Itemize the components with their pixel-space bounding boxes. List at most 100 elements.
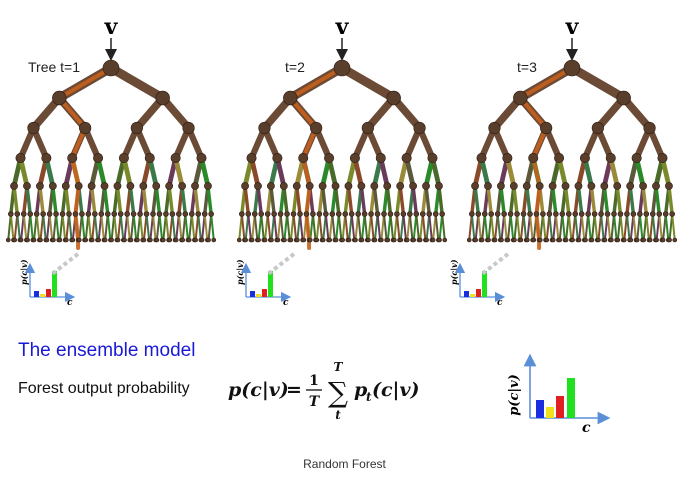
formula-sum-upper: T <box>334 360 344 374</box>
tree-node <box>176 211 182 217</box>
tree-node <box>628 237 634 243</box>
tree-edge <box>286 213 291 241</box>
tree-node <box>613 182 622 190</box>
tree-node <box>492 237 498 243</box>
tree-node <box>310 211 316 217</box>
tree-node <box>109 237 114 243</box>
tree-node <box>269 237 274 243</box>
tree-3-histogram: p(c|v) c <box>449 252 510 308</box>
tree-node <box>357 182 366 190</box>
tree-node <box>124 211 130 217</box>
tree-node <box>137 211 143 217</box>
tree-node <box>578 211 585 217</box>
tree-node <box>617 211 624 217</box>
tree-node <box>150 211 156 217</box>
tree-node <box>540 211 546 217</box>
tree-node <box>251 211 258 217</box>
tree-edge <box>658 213 663 241</box>
tree-node <box>407 211 413 217</box>
tree-node <box>148 237 153 243</box>
tree-node <box>419 211 426 217</box>
tree-node <box>602 237 608 243</box>
figure-caption: Random Forest <box>303 457 386 471</box>
tree-node <box>437 237 442 243</box>
tree-node <box>475 211 482 217</box>
tree-1-input: v <box>104 14 119 40</box>
tree-node <box>211 237 217 243</box>
tree-node <box>476 153 487 164</box>
tree-edge <box>167 184 175 216</box>
decision-path <box>518 66 574 250</box>
tree-node <box>173 237 179 243</box>
tree-edge <box>593 213 599 241</box>
tree-node <box>546 211 553 217</box>
tree-edge <box>625 213 631 241</box>
tree-node <box>647 237 653 243</box>
tree-node <box>430 237 436 243</box>
leaf-to-histogram-arrow <box>266 252 296 276</box>
tree-node <box>41 153 52 164</box>
tree-node <box>411 237 417 243</box>
ensemble-formula: p(c|v) = 1 T T ∑ t p t (c|v) <box>228 360 420 422</box>
formula-sum-symbol: ∑ <box>328 376 348 409</box>
tree-node <box>196 153 207 164</box>
tree-node <box>310 121 323 135</box>
tree-node <box>117 211 124 217</box>
small-hist-bar-green <box>482 271 487 297</box>
tree-node <box>615 237 621 243</box>
tree-1-hist-ylabel: p(c|v) <box>19 259 29 285</box>
tree-node <box>554 153 565 164</box>
tree-3-label: t=3 <box>517 59 537 75</box>
tree-edge <box>424 184 431 216</box>
tree-edge <box>177 213 183 241</box>
tree-1-histogram: p(c|v) c <box>19 252 80 308</box>
tree-node <box>361 121 374 135</box>
tree-node <box>409 182 417 190</box>
tree-edge <box>667 184 674 216</box>
tree-edge <box>128 184 136 216</box>
tree-node <box>31 237 37 243</box>
tree-node <box>669 211 675 217</box>
tree-node <box>507 211 514 217</box>
tree-node <box>344 182 353 190</box>
tree-edge <box>190 213 196 241</box>
tree-edge <box>171 213 176 241</box>
tree-node <box>525 237 530 243</box>
tree-edge <box>441 213 446 241</box>
tree-edge <box>385 184 393 216</box>
tree-node <box>236 237 242 243</box>
tree-node <box>79 121 92 135</box>
formula-frac-num: 1 <box>309 373 319 389</box>
tree-3-body <box>466 59 678 250</box>
tree-node <box>36 182 44 190</box>
tree-edge <box>619 213 625 241</box>
small-hist-bar-green <box>268 271 273 297</box>
tree-node <box>314 237 320 243</box>
tree-node <box>186 237 192 243</box>
tree-edge <box>61 213 67 241</box>
tree-node <box>609 237 614 243</box>
tree-node <box>102 59 120 77</box>
tree-node <box>180 237 186 243</box>
tree-edge <box>93 213 99 241</box>
tree-node <box>66 211 72 217</box>
tree-edge <box>437 184 444 216</box>
tree-edge <box>337 63 399 103</box>
tree-node <box>596 237 601 243</box>
tree-3: v t=3 p(c|v) c <box>449 14 678 308</box>
tree-edge <box>389 213 395 241</box>
tree-node <box>422 182 430 190</box>
small-hist-bar-red <box>262 289 267 297</box>
tree-node <box>267 182 275 190</box>
tree-edge <box>671 213 676 241</box>
tree-node <box>12 237 17 243</box>
tree-node <box>323 211 329 217</box>
tree-node <box>275 237 281 243</box>
tree-edge <box>651 213 657 241</box>
tree-node <box>427 153 438 164</box>
tree-edge <box>428 213 433 241</box>
tree-edge <box>22 213 28 241</box>
tree-edge <box>48 213 54 241</box>
tree-node <box>33 211 40 217</box>
tree-2-histogram: p(c|v) c <box>235 252 296 308</box>
